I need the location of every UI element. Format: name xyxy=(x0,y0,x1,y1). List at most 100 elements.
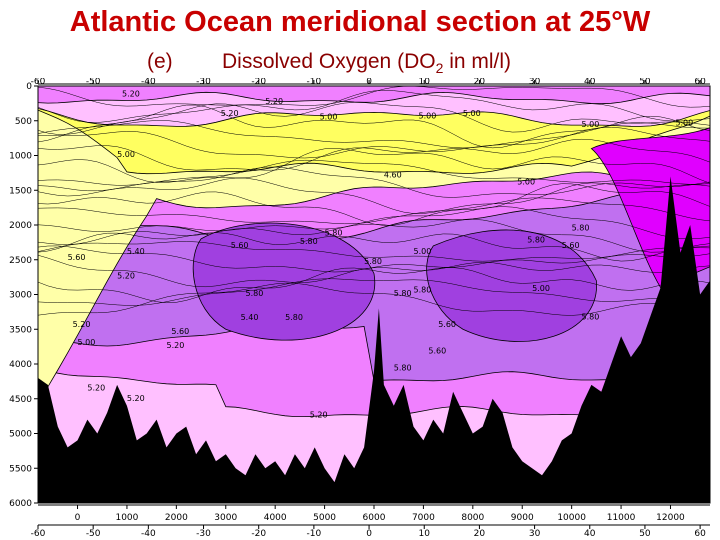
contour-label-text: 5.20 xyxy=(122,89,140,98)
contour-line xyxy=(37,278,711,306)
contour-line xyxy=(37,102,711,135)
contour-label-text: 5.00 xyxy=(414,247,432,256)
contour-label-text: 5.60 xyxy=(231,241,249,250)
distance-tick-label: 8000 xyxy=(461,513,484,523)
latitude-tick-label: -60 xyxy=(31,78,46,87)
variable-label-subscript: 2 xyxy=(435,60,444,77)
bottom-latitude-tick-label: 10 xyxy=(419,529,431,539)
contour-line xyxy=(37,232,711,262)
distance-tick-label: 9000 xyxy=(511,513,534,523)
contour-line xyxy=(37,219,711,253)
depth-tick-label: 2500 xyxy=(9,256,32,266)
top-latitude-axis: -60 -50 -40 -30 -20 -10 0 10 20 30 40 50 60 xyxy=(31,78,710,87)
contour-line xyxy=(37,267,711,304)
contour-label-text: 5.00 xyxy=(675,119,693,128)
contour-label-text: 5.80 xyxy=(394,363,412,372)
depth-tick-label: 0 xyxy=(26,82,32,92)
latitude-tick-label: -50 xyxy=(86,78,101,87)
distance-tick-label: 5000 xyxy=(313,513,336,523)
contour-label-text: 5.20 xyxy=(221,109,239,118)
contour-label-text: 5.80 xyxy=(582,313,600,322)
bottom-latitude-tick-label: -10 xyxy=(307,529,322,539)
panel-label: (e) xyxy=(147,50,173,73)
bottom-latitude-tick-label: -20 xyxy=(251,529,266,539)
depth-tick-label: 1000 xyxy=(9,152,32,162)
latitude-tick-label: 40 xyxy=(584,78,596,87)
contour-line xyxy=(37,85,711,108)
bottom-latitude-tick-label: 0 xyxy=(366,529,372,539)
depth-tick-label: 5000 xyxy=(9,430,32,440)
contour-lines xyxy=(37,85,711,316)
depth-tick-label: 1500 xyxy=(9,186,32,196)
bottom-latitude-tick-label: 50 xyxy=(639,529,651,539)
bottom-latitude-tick-label: 20 xyxy=(474,529,486,539)
contour-line xyxy=(37,166,711,198)
contour-line xyxy=(37,177,711,214)
distance-tick-label: 7000 xyxy=(412,513,435,523)
latitude-tick-label: -10 xyxy=(307,78,322,87)
contour-label-text: 5.80 xyxy=(285,313,303,322)
latitude-tick-label: 60 xyxy=(694,78,706,87)
depth-tick-label: 3000 xyxy=(9,291,32,301)
contour-label-text: 5.20 xyxy=(117,272,135,281)
contour-label-text: 5.00 xyxy=(532,284,550,293)
contour-label-text: 5.00 xyxy=(117,150,135,159)
distance-tick-label: 10000 xyxy=(557,513,586,523)
contour-label-text: 5.20 xyxy=(73,320,91,329)
bottom-latitude-tick-label: 40 xyxy=(584,529,596,539)
contour-line xyxy=(37,245,711,273)
contour-label-text: 5.00 xyxy=(78,338,96,347)
contour-line xyxy=(37,148,711,184)
contour-label-text: 5.60 xyxy=(562,241,580,250)
depth-axis: 0 500 1000 1500 2000 2500 3000 3500 4000 4500 5000… xyxy=(9,82,38,509)
oxygen-band-surface xyxy=(37,85,711,105)
contour-line xyxy=(37,138,711,171)
contour-label-text: 5.80 xyxy=(300,237,318,246)
depth-tick-label: 3500 xyxy=(9,325,32,335)
contour-label-text: 5.20 xyxy=(167,341,185,350)
contour-label-text: 5.80 xyxy=(246,289,264,298)
contour-label-text: 5.00 xyxy=(582,120,600,129)
contour-label-text: 5.20 xyxy=(87,383,105,392)
distance-axis: 0 1000 2000 3000 4000 5000 6000 7000 8000 9000 100… xyxy=(38,504,710,523)
contour-label-text: 5.60 xyxy=(428,347,446,356)
distance-tick-label: 2000 xyxy=(165,513,188,523)
contour-label-text: 5.80 xyxy=(572,224,590,233)
contour-label-text: 5.60 xyxy=(68,253,86,262)
contour-label-text: 5.80 xyxy=(364,257,382,266)
contour-label-text: 5.40 xyxy=(127,247,145,256)
contour-line xyxy=(37,282,711,316)
depth-tick-label: 500 xyxy=(15,117,32,127)
variable-label-post: in ml/l) xyxy=(443,50,512,73)
contour-labels: 5.20 5.20 5.20 5.00 5.00 5.00 5.00 5.00 5.00 4.60… xyxy=(68,89,694,419)
bottom-latitude-tick-label: -40 xyxy=(141,529,156,539)
contour-line xyxy=(37,197,711,225)
contour-line xyxy=(37,126,711,159)
contour-label-text: 5.00 xyxy=(419,112,437,121)
contour-label-text: 4.60 xyxy=(384,171,402,180)
distance-tick-label: 6000 xyxy=(363,513,386,523)
contour-line xyxy=(37,90,711,123)
contour-label-text: 5.20 xyxy=(601,396,619,405)
contour-label-text: 5.80 xyxy=(527,235,545,244)
contour-label-text: 5.00 xyxy=(517,178,535,187)
variable-label: Dissolved Oxygen (DO2 in ml/l) xyxy=(222,50,511,76)
contour-label-text: 5.40 xyxy=(241,313,259,322)
bottom-latitude-tick-label: -30 xyxy=(196,529,211,539)
distance-tick-label: 12000 xyxy=(656,513,685,523)
distance-tick-label: 11000 xyxy=(607,513,636,523)
latitude-tick-label: 0 xyxy=(366,78,372,87)
distance-tick-label: 3000 xyxy=(214,513,237,523)
bottom-latitude-tick-label: 30 xyxy=(529,529,541,539)
contour-label-text: 5.20 xyxy=(310,411,328,420)
bottom-latitude-axis: -60 -50 -40 -30 -20 -10 0 10 20 30 40 50 60 xyxy=(31,524,710,539)
distance-tick-label: 0 xyxy=(75,513,81,523)
contour-label-text: 5.20 xyxy=(127,394,145,403)
contour-label-text: 5.60 xyxy=(438,320,456,329)
latitude-tick-label: -20 xyxy=(251,78,266,87)
depth-tick-label: 6000 xyxy=(9,499,32,509)
seafloor-bathymetry xyxy=(38,176,710,503)
contour-label-text: 5.80 xyxy=(325,228,343,237)
contour-line xyxy=(37,206,711,240)
oxygen-section-plot: 5.20 5.20 5.20 5.00 5.00 5.00 5.00 5.00 5.00 4.60… xyxy=(9,78,711,539)
